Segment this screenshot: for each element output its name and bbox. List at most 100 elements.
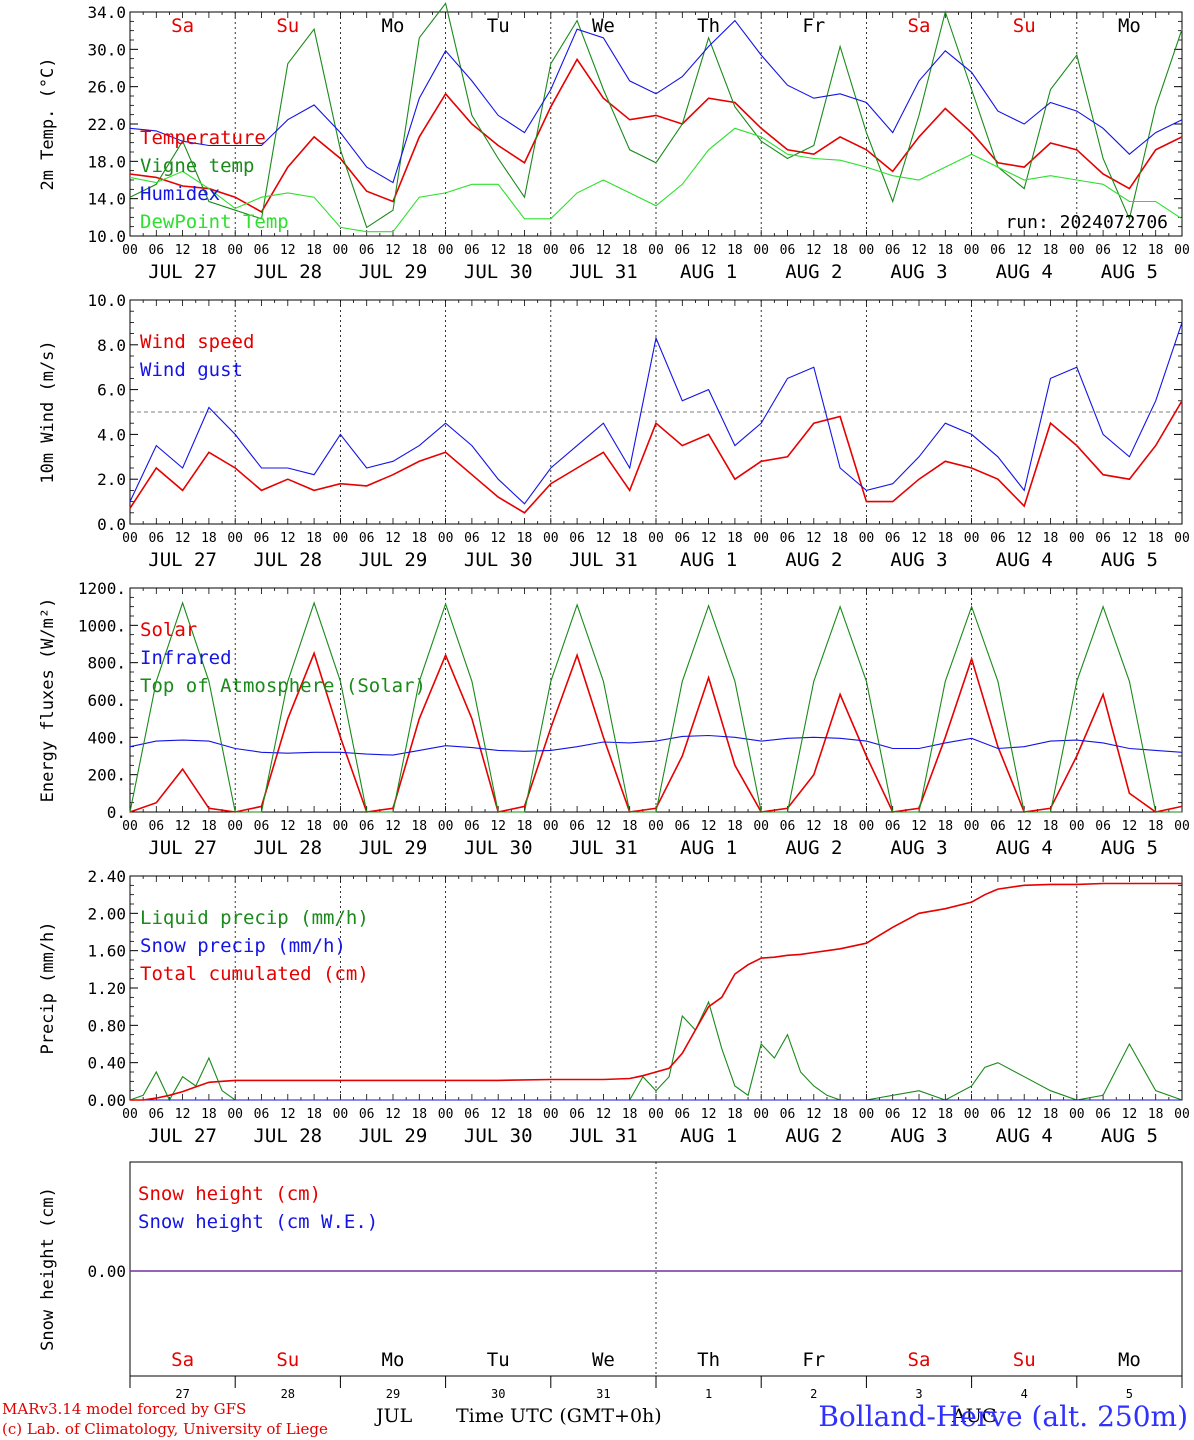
hour-tick-label: 18 (727, 531, 743, 546)
hour-tick-label: 00 (438, 531, 454, 546)
day-label: JUL 31 (569, 261, 638, 283)
hour-tick-label: 06 (1095, 819, 1111, 834)
weekday-label: Su (276, 1349, 299, 1371)
hour-tick-label: 12 (490, 243, 506, 258)
day-label: JUL 29 (359, 549, 428, 571)
hour-tick-label: 18 (622, 243, 638, 258)
day-label: AUG 3 (890, 261, 947, 283)
day-label: JUL 27 (148, 549, 217, 571)
weekday-label: Su (1013, 1349, 1036, 1371)
hour-tick-label: 06 (359, 819, 375, 834)
hour-tick-label: 18 (306, 1107, 322, 1122)
day-label: AUG 4 (996, 1125, 1053, 1147)
hour-tick-label: 00 (753, 243, 769, 258)
hour-tick-label: 18 (201, 531, 217, 546)
hour-tick-label: 00 (1174, 531, 1190, 546)
hour-tick-label: 00 (1069, 243, 1085, 258)
date-number: 3 (915, 1387, 922, 1401)
hour-tick-label: 00 (227, 243, 243, 258)
day-label: JUL 30 (464, 1125, 533, 1147)
day-label: JUL 28 (253, 549, 322, 571)
day-label: AUG 3 (890, 837, 947, 859)
hour-tick-label: 00 (1174, 1107, 1190, 1122)
legend-entry: DewPoint Temp (140, 211, 289, 233)
credit-line-1: MARv3.14 model forced by GFS (2, 1400, 247, 1418)
hour-tick-label: 12 (175, 1107, 191, 1122)
hour-tick-label: 00 (859, 531, 875, 546)
hour-tick-label: 06 (674, 243, 690, 258)
hour-tick-label: 18 (411, 819, 427, 834)
hour-tick-label: 00 (648, 531, 664, 546)
hour-tick-label: 12 (596, 243, 612, 258)
hour-tick-label: 18 (1043, 819, 1059, 834)
date-number: 5 (1126, 1387, 1133, 1401)
hour-tick-label: 06 (464, 1107, 480, 1122)
series-line-2 (129, 734, 1183, 756)
hour-tick-label: 12 (1016, 243, 1032, 258)
hour-tick-label: 00 (122, 531, 138, 546)
hour-tick-label: 12 (701, 243, 717, 258)
hour-tick-label: 00 (964, 531, 980, 546)
hour-tick-label: 06 (990, 819, 1006, 834)
legend-entry: Vigne temp (140, 155, 254, 177)
day-label: AUG 5 (1101, 261, 1158, 283)
day-label: JUL 29 (359, 261, 428, 283)
hour-tick-label: 00 (122, 819, 138, 834)
hour-tick-label: 06 (780, 819, 796, 834)
hour-tick-label: 00 (648, 819, 664, 834)
hour-tick-label: 00 (964, 243, 980, 258)
hour-tick-label: 00 (227, 819, 243, 834)
hour-tick-label: 00 (859, 243, 875, 258)
hour-tick-label: 06 (359, 531, 375, 546)
hour-tick-label: 06 (148, 1107, 164, 1122)
date-number: 2 (810, 1387, 817, 1401)
hour-tick-label: 12 (701, 819, 717, 834)
date-number: 28 (281, 1387, 295, 1401)
legend-entry: Snow precip (mm/h) (140, 935, 346, 957)
hour-tick-label: 00 (648, 1107, 664, 1122)
date-number: 4 (1021, 1387, 1028, 1401)
weekday-label: Sa (908, 1349, 931, 1371)
weekday-label: Th (697, 15, 720, 37)
day-label: AUG 5 (1101, 1125, 1158, 1147)
series-line-2 (129, 2, 1183, 229)
y-tick-label: 34.0 (87, 3, 126, 22)
day-label: AUG 2 (785, 1125, 842, 1147)
y-tick-label: 0.00 (87, 1262, 126, 1281)
hour-tick-label: 00 (227, 531, 243, 546)
hour-tick-label: 00 (1069, 531, 1085, 546)
y-tick-label: 30.0 (87, 40, 126, 59)
hour-tick-label: 12 (280, 531, 296, 546)
day-label: JUL 28 (253, 261, 322, 283)
hour-tick-label: 06 (1095, 531, 1111, 546)
hour-tick-label: 00 (438, 243, 454, 258)
date-number: 30 (491, 1387, 505, 1401)
legend-entry: Temperature (140, 127, 266, 149)
weekday-label: Tu (487, 1349, 510, 1371)
date-number: 31 (596, 1387, 610, 1401)
y-axis-label: Snow height (cm) (38, 1187, 58, 1351)
hour-tick-label: 18 (727, 1107, 743, 1122)
hour-tick-label: 00 (333, 243, 349, 258)
hour-tick-label: 12 (490, 531, 506, 546)
y-tick-label: 800. (87, 654, 126, 673)
day-label: AUG 2 (785, 261, 842, 283)
hour-tick-label: 00 (333, 819, 349, 834)
legend-entry: Snow height (cm) (138, 1183, 321, 1205)
hour-tick-label: 00 (122, 1107, 138, 1122)
weekday-label: Sa (908, 15, 931, 37)
hour-tick-label: 18 (517, 1107, 533, 1122)
series-line-4 (129, 127, 1183, 233)
hour-tick-label: 06 (359, 243, 375, 258)
legend-entry: Snow height (cm W.E.) (138, 1211, 378, 1233)
hour-tick-label: 06 (464, 531, 480, 546)
weekday-label: Fr (802, 1349, 825, 1371)
panel-1: 10.0 14.0 18.0 22.0 26.0 30.0 34.0 2m Temp. (°C… (38, 2, 1190, 283)
hour-tick-label: 18 (622, 1107, 638, 1122)
hour-tick-label: 00 (543, 531, 559, 546)
hour-tick-label: 18 (937, 243, 953, 258)
hour-tick-label: 18 (727, 243, 743, 258)
y-tick-label: 14.0 (87, 190, 126, 209)
hour-tick-label: 18 (1043, 1107, 1059, 1122)
hour-tick-label: 00 (543, 819, 559, 834)
